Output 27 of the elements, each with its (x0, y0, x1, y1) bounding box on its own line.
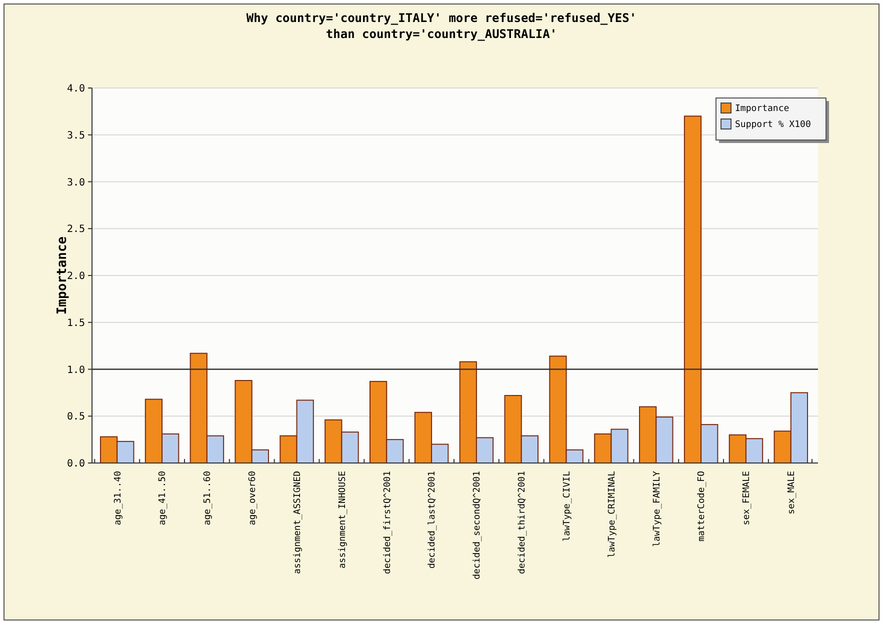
x-tick-label: decided_firstQ^2001 (382, 471, 393, 574)
x-tick-label: lawType_FAMILY (652, 470, 662, 547)
x-tick-label: sex_MALE (787, 471, 798, 514)
x-tick-label: decided_lastQ^2001 (428, 471, 438, 569)
chart-title: Why country='country_ITALY' more refused='refused_YES' than country='country_AUSTRALIA' (246, 11, 637, 41)
y-tick-label: 4.0 (66, 84, 85, 94)
y-tick-label: 0.5 (66, 412, 85, 423)
x-tick-label: decided_secondQ^2001 (472, 471, 483, 580)
x-tick-label: lawType_CIVIL (562, 471, 572, 542)
x-tick-label: age_over60 (248, 471, 258, 526)
x-tick-label: age_41..50 (158, 471, 168, 526)
y-tick-label: 1.5 (66, 318, 85, 329)
x-tick-label: assignment_INHOUSE (338, 471, 348, 569)
y-tick-label: 2.5 (66, 224, 85, 236)
y-tick-label: 1.0 (66, 364, 85, 376)
y-tick-label: 3.5 (66, 130, 85, 142)
x-tick-label: decided_thirdQ^2001 (518, 471, 528, 574)
x-tick-label: age_31..40 (113, 471, 124, 526)
legend-label: Importance (735, 104, 790, 114)
x-tick-label: assignment_ASSIGNED (292, 471, 303, 574)
x-tick-label: sex_FEMALE (742, 471, 752, 526)
x-tick-label: matterCode_FO (697, 471, 708, 542)
y-tick-label: 3.0 (66, 177, 85, 188)
x-tick-label: lawType_CRIMINAL (607, 471, 618, 558)
y-tick-label: 0.0 (66, 458, 85, 470)
legend-label: Support % X100 (735, 120, 811, 130)
x-tick-label: age_51..60 (203, 471, 214, 526)
